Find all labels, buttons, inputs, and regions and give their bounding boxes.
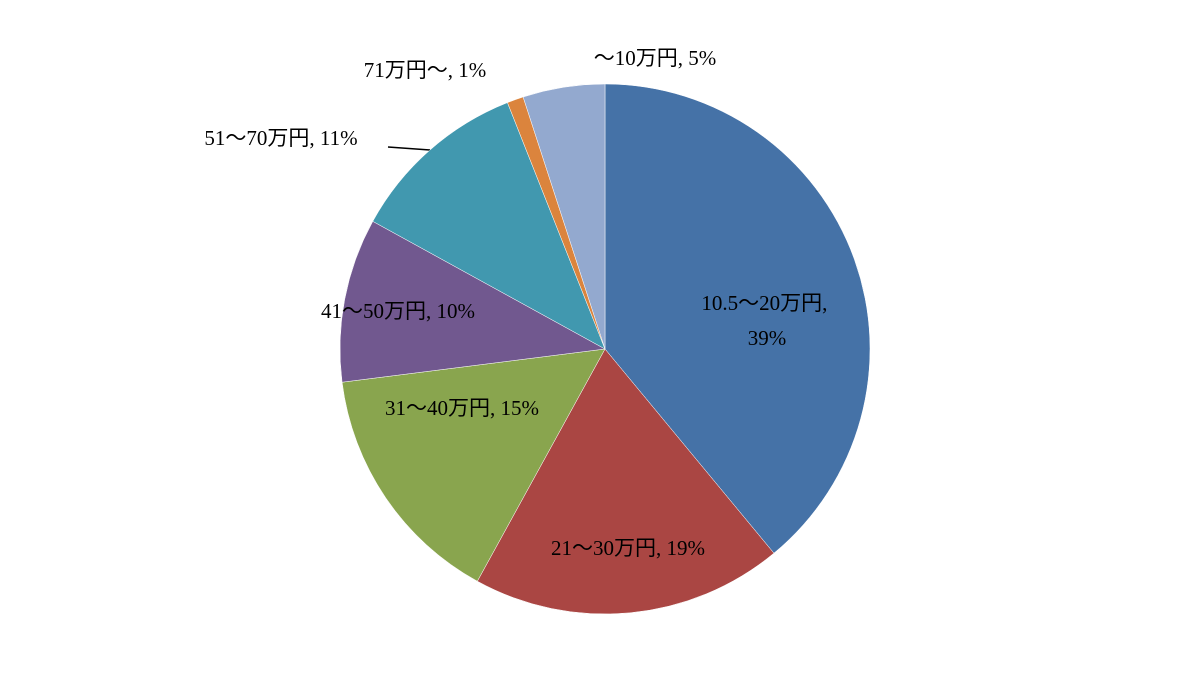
data-label: 51～70万円, 11% <box>204 126 357 150</box>
label-category: 41～50万円 <box>321 299 426 323</box>
label-separator: , <box>490 396 501 420</box>
label-category: 71万円～ <box>364 58 448 82</box>
label-category: 21～30万円 <box>551 536 656 560</box>
label-separator: , <box>426 299 437 323</box>
data-label: 31～40万円, 15% <box>385 396 539 420</box>
pie-slice <box>476 348 775 615</box>
data-label: 10.5～20万円, 39% <box>701 291 832 350</box>
pie-slice <box>604 83 871 554</box>
pie-slice <box>341 348 606 582</box>
label-value: 1% <box>458 58 486 82</box>
label-value: 15% <box>501 396 540 420</box>
label-separator: , <box>678 46 689 70</box>
data-label: 71万円～, 1% <box>364 58 487 82</box>
leader-line <box>387 146 431 151</box>
data-label: 21～30万円, 19% <box>551 536 705 560</box>
label-category: 51～70万円 <box>204 126 309 150</box>
data-label: 41～50万円, 10% <box>321 299 475 323</box>
label-category: ～10万円 <box>594 46 678 70</box>
label-value: 11% <box>320 126 358 150</box>
label-separator: , <box>309 126 320 150</box>
pie-slice <box>372 102 606 350</box>
label-category: 31～40万円 <box>385 396 490 420</box>
pie-slice <box>339 220 606 383</box>
data-label: ～10万円, 5% <box>594 46 717 70</box>
label-separator: , <box>656 536 667 560</box>
label-separator: , <box>448 58 459 82</box>
pie-slice <box>522 83 606 350</box>
label-value: 5% <box>688 46 716 70</box>
label-separator: , <box>822 291 833 315</box>
label-value: 10% <box>437 299 476 323</box>
label-value: 39% <box>748 326 787 350</box>
label-value: 19% <box>667 536 706 560</box>
label-category: 10.5～20万円 <box>701 291 822 315</box>
